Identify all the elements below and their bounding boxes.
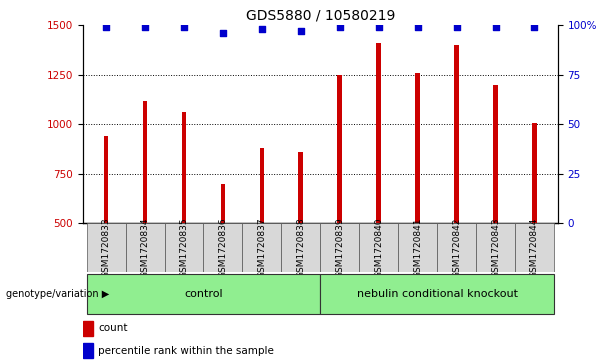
Bar <box>321 274 554 314</box>
Bar <box>515 223 554 272</box>
Bar <box>86 274 321 314</box>
Text: GSM1720840: GSM1720840 <box>374 217 383 278</box>
Point <box>296 28 306 34</box>
Point <box>218 30 228 36</box>
Bar <box>242 223 281 272</box>
Bar <box>476 223 515 272</box>
Bar <box>321 223 359 272</box>
Point <box>452 24 462 30</box>
Bar <box>86 223 126 272</box>
Point <box>101 24 111 30</box>
Bar <box>181 113 186 223</box>
Bar <box>359 223 398 272</box>
Title: GDS5880 / 10580219: GDS5880 / 10580219 <box>246 9 395 23</box>
Bar <box>337 75 342 223</box>
Text: GSM1720833: GSM1720833 <box>102 217 110 278</box>
Text: GSM1720838: GSM1720838 <box>296 217 305 278</box>
Bar <box>83 343 93 358</box>
Bar <box>437 223 476 272</box>
Text: GSM1720841: GSM1720841 <box>413 217 422 278</box>
Bar <box>454 45 459 223</box>
Point <box>490 24 500 30</box>
Bar <box>221 184 226 223</box>
Point <box>257 26 267 32</box>
Text: GSM1720835: GSM1720835 <box>180 217 189 278</box>
Point <box>374 24 384 30</box>
Text: genotype/variation ▶: genotype/variation ▶ <box>6 289 109 299</box>
Text: GSM1720842: GSM1720842 <box>452 217 461 278</box>
Point <box>530 24 539 30</box>
Bar <box>281 223 321 272</box>
Bar <box>143 101 147 223</box>
Bar <box>416 73 420 223</box>
Text: nebulin conditional knockout: nebulin conditional knockout <box>357 289 517 299</box>
Bar <box>493 85 498 223</box>
Text: GSM1720837: GSM1720837 <box>257 217 267 278</box>
Point <box>413 24 422 30</box>
Bar <box>83 321 93 336</box>
Text: GSM1720839: GSM1720839 <box>335 217 345 278</box>
Text: count: count <box>98 323 128 333</box>
Text: percentile rank within the sample: percentile rank within the sample <box>98 346 274 356</box>
Bar <box>164 223 204 272</box>
Text: control: control <box>184 289 223 299</box>
Text: GSM1720834: GSM1720834 <box>140 217 150 278</box>
Text: GSM1720843: GSM1720843 <box>491 217 500 278</box>
Bar <box>532 123 537 223</box>
Bar <box>126 223 164 272</box>
Bar <box>376 43 381 223</box>
Text: GSM1720836: GSM1720836 <box>218 217 227 278</box>
Point <box>335 24 345 30</box>
Bar <box>398 223 437 272</box>
Point <box>140 24 150 30</box>
Bar <box>204 223 242 272</box>
Bar <box>299 152 303 223</box>
Bar <box>104 136 109 223</box>
Bar <box>259 148 264 223</box>
Text: GSM1720844: GSM1720844 <box>530 217 539 278</box>
Point <box>179 24 189 30</box>
